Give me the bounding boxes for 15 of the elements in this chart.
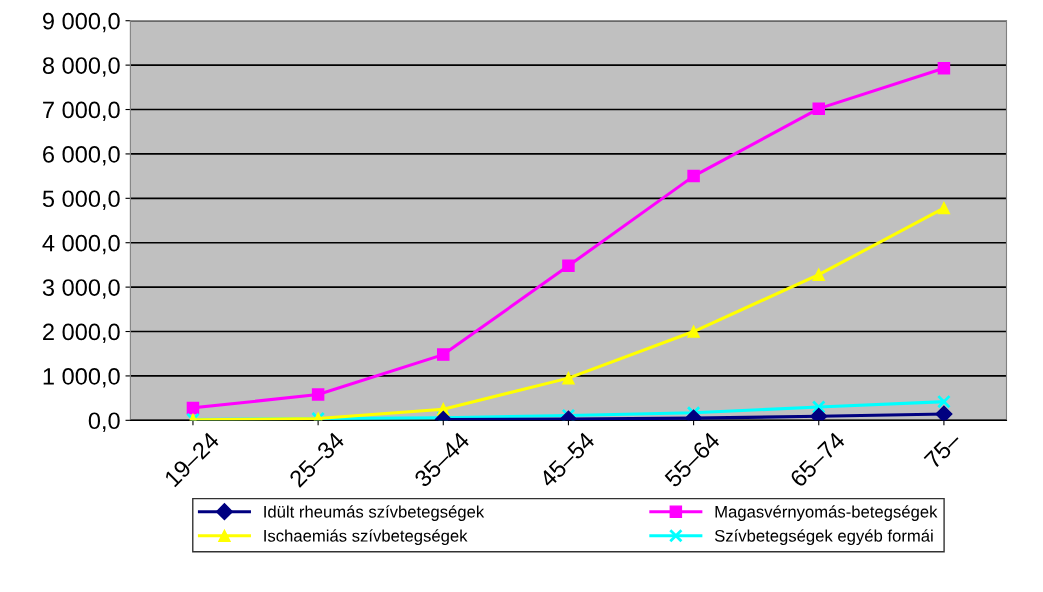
y-tick-label: 0,0 — [88, 412, 120, 432]
y-tick-label: 9 000,0 — [42, 12, 120, 33]
y-tick-label: 4 000,0 — [42, 234, 120, 255]
y-tick-label: 7 000,0 — [43, 101, 120, 122]
legend-label: Szívbetegségek egyéb formái — [714, 529, 933, 546]
legend-label: Magasvérnyomás-betegségek — [715, 505, 938, 521]
y-tick-label: 5 000,0 — [42, 190, 120, 210]
y-tick-label: 8 000,0 — [42, 57, 120, 77]
y-tick-label: 6 000,0 — [43, 145, 120, 166]
y-tick-label: 3 000,0 — [42, 279, 120, 299]
legend-label: Idült rheumás szívbetegségek — [264, 505, 485, 521]
y-tick-label: 1 000,0 — [43, 367, 120, 388]
y-tick-label: 2 000,0 — [43, 323, 120, 344]
legend-label: Ischaemiás szívbetegségek — [264, 529, 468, 546]
x-tick-label: 75– — [923, 430, 963, 470]
